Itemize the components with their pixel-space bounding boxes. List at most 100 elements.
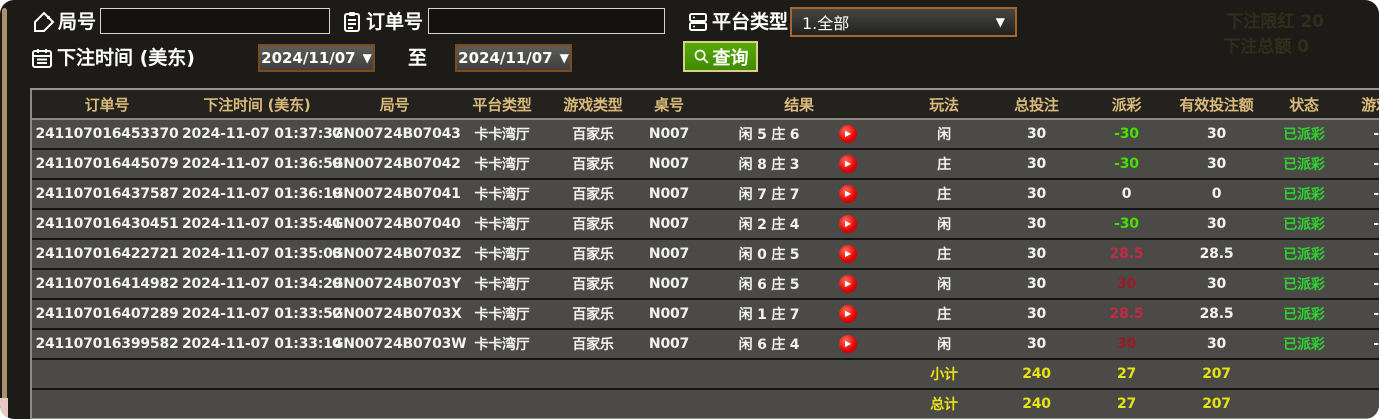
result-cell: 闲 7 庄 7 ▶ — [699, 184, 899, 204]
payout-cell: 28.5 — [1109, 306, 1144, 322]
calendar-icon — [30, 46, 54, 70]
payout-cell: -30 — [1114, 156, 1139, 172]
game-cell: 百家乐 — [572, 247, 614, 263]
date-from-picker[interactable]: 2024/11/07 ▼ — [258, 44, 375, 72]
result-text: 闲 6 庄 5 — [738, 277, 800, 293]
page-edge-accent — [2, 8, 7, 400]
extra-cell: - — [1373, 156, 1379, 172]
total-valid_bet-cell: 207 — [1202, 396, 1231, 412]
result-cell: 闲 8 庄 3 ▶ — [699, 154, 899, 174]
game-cell: 百家乐 — [572, 217, 614, 233]
table_no-cell: N007 — [648, 156, 690, 172]
order-cell: 241107016437587 — [35, 186, 179, 202]
time-cell: 2024-11-07 01:33:14 — [182, 336, 343, 352]
column-header: 平台类型 — [472, 95, 532, 114]
table_no-cell: N007 — [648, 306, 690, 322]
ghost-bet-limit-text: 下注限红 20 — [1226, 12, 1324, 32]
replay-play-icon[interactable]: ▶ — [839, 125, 857, 143]
replay-play-icon[interactable]: ▶ — [839, 245, 857, 263]
result-cell: 闲 0 庄 5 ▶ — [699, 244, 899, 264]
result-text: 闲 5 庄 6 — [738, 127, 800, 143]
payout-cell: -30 — [1114, 216, 1139, 232]
platform-type-label: 平台类型 — [712, 11, 789, 33]
date-to-picker[interactable]: 2024/11/07 ▼ — [455, 44, 572, 72]
extra-cell: - — [1373, 216, 1379, 232]
extra-cell: - — [1373, 336, 1379, 352]
table-row: 241107016407289 2024-11-07 01:33:52 GN0072… — [32, 300, 1379, 330]
play-cell: 闲 — [937, 337, 951, 353]
order-number-label: 订单号 — [366, 11, 424, 33]
column-header: 游戏 — [1361, 95, 1379, 114]
order-cell: 241107016445079 — [35, 156, 179, 172]
valid_bet-cell: 30 — [1206, 156, 1227, 172]
status-cell: 已派彩 — [1283, 127, 1325, 143]
total_bet-cell: 30 — [1026, 336, 1047, 352]
replay-play-icon[interactable]: ▶ — [839, 335, 857, 353]
extra-cell: - — [1373, 246, 1379, 262]
time-cell: 2024-11-07 01:33:52 — [182, 306, 343, 322]
status-cell: 已派彩 — [1283, 277, 1325, 293]
column-header: 下注时间 (美东) — [203, 95, 311, 114]
column-header: 派彩 — [1111, 95, 1142, 114]
round-cell: GN00724B0703X — [332, 306, 462, 322]
table-row: 241107016399582 2024-11-07 01:33:14 GN0072… — [32, 330, 1379, 360]
payout-cell: -30 — [1114, 126, 1139, 142]
table-row: 241107016453370 2024-11-07 01:37:37 GN0072… — [32, 120, 1379, 150]
replay-play-icon[interactable]: ▶ — [839, 215, 857, 233]
play-cell: 庄 — [937, 157, 951, 173]
time-cell: 2024-11-07 01:35:03 — [182, 246, 343, 262]
play-cell: 闲 — [937, 217, 951, 233]
platform-cell: 卡卡湾厅 — [474, 157, 530, 173]
game-cell: 百家乐 — [572, 307, 614, 323]
result-text: 闲 7 庄 7 — [738, 187, 800, 203]
table_no-cell: N007 — [648, 186, 690, 202]
payout-cell: 30 — [1116, 336, 1137, 352]
game-cell: 百家乐 — [572, 277, 614, 293]
status-cell: 已派彩 — [1283, 337, 1325, 353]
chevron-down-icon: ▼ — [559, 51, 569, 65]
search-button[interactable]: 查询 — [683, 41, 758, 72]
round-cell: GN00724B0703Z — [332, 246, 462, 262]
subtotal-total_bet-cell: 240 — [1022, 366, 1051, 382]
result-text: 闲 2 庄 4 — [738, 217, 800, 233]
column-header: 游戏类型 — [563, 95, 623, 114]
total_bet-cell: 30 — [1026, 126, 1047, 142]
round-cell: GN00724B07041 — [332, 186, 461, 202]
chevron-down-icon: ▼ — [362, 51, 372, 65]
platform-list-icon — [686, 10, 710, 34]
table_no-cell: N007 — [648, 276, 690, 292]
game-cell: 百家乐 — [572, 157, 614, 173]
filter-bar: 局号 订单号 平台类型 1.全部 ▼ 下注限红 20 下注总额 — [0, 0, 1379, 88]
order-cell: 241107016399582 — [35, 336, 179, 352]
order-number-input[interactable] — [428, 8, 665, 34]
column-header: 局号 — [379, 95, 410, 114]
column-header: 有效投注额 — [1179, 95, 1254, 114]
payout-cell: 0 — [1121, 186, 1132, 202]
result-cell: 闲 6 庄 4 ▶ — [699, 334, 899, 354]
play-cell: 闲 — [937, 277, 951, 293]
column-header: 玩法 — [929, 95, 959, 114]
column-header: 总投注 — [1014, 95, 1059, 114]
game-cell: 百家乐 — [572, 187, 614, 203]
table-row: 241107016437587 2024-11-07 01:36:19 GN0072… — [32, 180, 1379, 210]
play-cell: 庄 — [937, 187, 951, 203]
time-cell: 2024-11-07 01:37:37 — [182, 126, 343, 142]
total_bet-cell: 30 — [1026, 186, 1047, 202]
replay-play-icon[interactable]: ▶ — [839, 305, 857, 323]
round-number-label: 局号 — [58, 11, 97, 33]
play-cell: 庄 — [937, 247, 951, 263]
replay-play-icon[interactable]: ▶ — [839, 155, 857, 173]
replay-play-icon[interactable]: ▶ — [839, 185, 857, 203]
round-cell: GN00724B07042 — [332, 156, 461, 172]
result-cell: 闲 1 庄 7 ▶ — [699, 304, 899, 324]
time-cell: 2024-11-07 01:35:41 — [182, 216, 343, 232]
column-header: 桌号 — [654, 95, 684, 114]
result-cell: 闲 6 庄 5 ▶ — [699, 274, 899, 294]
order-cell: 241107016430451 — [35, 216, 179, 232]
replay-play-icon[interactable]: ▶ — [839, 275, 857, 293]
total_bet-cell: 30 — [1026, 156, 1047, 172]
platform-type-select[interactable]: 1.全部 ▼ — [790, 7, 1017, 37]
result-text: 闲 8 庄 3 — [738, 157, 800, 173]
round-number-input[interactable] — [100, 8, 330, 34]
